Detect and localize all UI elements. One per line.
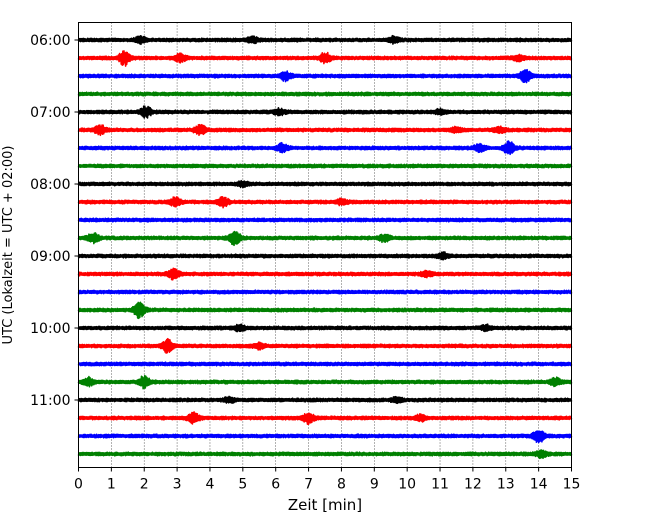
seismic-traces xyxy=(77,34,573,460)
y-tick-label-5: 11:00 xyxy=(30,393,70,409)
y-tick-label-1: 07:00 xyxy=(30,105,70,121)
y-tick-label-4: 10:00 xyxy=(30,321,70,337)
x-tick-label-11: 11 xyxy=(431,477,449,493)
trace-1015 xyxy=(77,337,573,354)
trace-1115 xyxy=(77,411,573,426)
trace-0845 xyxy=(77,230,573,247)
trace-1145 xyxy=(77,449,573,460)
trace-0900 xyxy=(77,251,573,261)
y-tick-label-0: 06:00 xyxy=(30,33,70,49)
x-tick-label-14: 14 xyxy=(530,477,548,493)
y-axis-ticks: 06:00 07:00 08:00 09:00 10:00 11:00 xyxy=(30,33,79,409)
x-axis-ticks: 0 1 2 3 4 5 6 7 8 9 10 11 12 13 14 15 xyxy=(74,467,581,493)
x-tick-label-5: 5 xyxy=(238,477,247,493)
trace-0645 xyxy=(77,91,573,97)
trace-0615 xyxy=(77,50,573,67)
x-tick-label-8: 8 xyxy=(337,477,346,493)
trace-0730 xyxy=(77,140,573,156)
trace-0745 xyxy=(77,163,573,169)
trace-1100 xyxy=(77,395,573,405)
x-tick-label-3: 3 xyxy=(173,477,182,493)
trace-0800 xyxy=(77,179,573,189)
x-tick-label-0: 0 xyxy=(74,477,83,493)
trace-0830 xyxy=(77,217,573,223)
trace-0815 xyxy=(77,196,573,209)
trace-0945 xyxy=(77,301,573,320)
trace-1030 xyxy=(77,361,573,367)
trace-0930 xyxy=(77,289,573,295)
trace-0700 xyxy=(77,105,573,119)
trace-1000 xyxy=(77,323,573,333)
x-tick-label-15: 15 xyxy=(563,477,581,493)
x-tick-label-2: 2 xyxy=(140,477,149,493)
x-tick-label-12: 12 xyxy=(464,477,482,493)
x-tick-label-4: 4 xyxy=(206,477,215,493)
trace-0600 xyxy=(77,34,573,46)
x-tick-label-9: 9 xyxy=(370,477,379,493)
x-tick-label-1: 1 xyxy=(107,477,116,493)
trace-0630 xyxy=(77,68,573,84)
x-tick-label-6: 6 xyxy=(271,477,280,493)
x-axis-label: Zeit [min] xyxy=(288,496,362,514)
trace-0915 xyxy=(77,267,573,281)
x-tick-label-7: 7 xyxy=(304,477,313,493)
y-tick-label-2: 08:00 xyxy=(30,177,70,193)
y-tick-label-3: 09:00 xyxy=(30,249,70,265)
plot-frame xyxy=(78,22,572,468)
trace-1045 xyxy=(77,374,573,390)
x-tick-label-13: 13 xyxy=(497,477,515,493)
trace-0715 xyxy=(77,123,573,137)
vertical-grid xyxy=(111,22,539,468)
y-axis-label: UTC (Lokalzeit = UTC + 02:00) xyxy=(1,146,16,345)
x-tick-label-10: 10 xyxy=(398,477,416,493)
trace-1130 xyxy=(77,430,573,444)
